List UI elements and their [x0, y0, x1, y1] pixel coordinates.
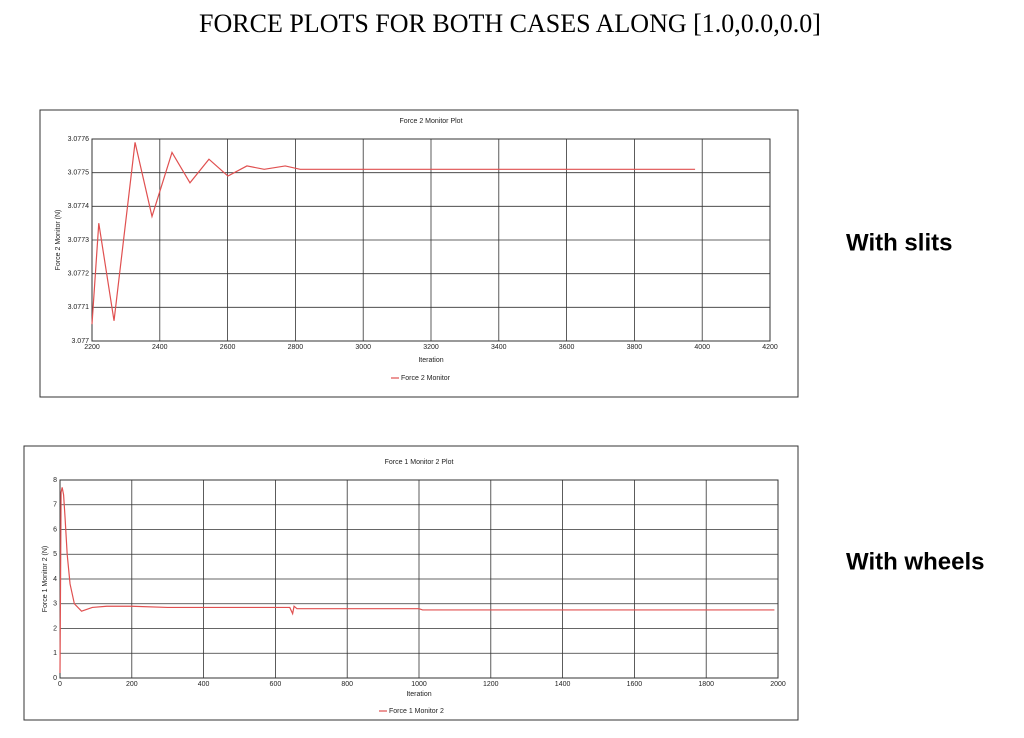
y-tick-label: 3.0771	[68, 304, 90, 311]
chart-frame	[23, 445, 799, 721]
y-tick-label: 8	[53, 477, 57, 484]
y-tick-label: 2	[53, 625, 57, 632]
plot-frame	[91, 138, 771, 342]
y-tick-label: 1	[53, 650, 57, 657]
x-tick-label: 0	[58, 681, 62, 688]
x-tick-label: 2400	[152, 344, 168, 351]
chart-title: Force 2 Monitor Plot	[399, 118, 462, 125]
x-tick-label: 3000	[355, 344, 371, 351]
x-tick-label: 2000	[770, 681, 786, 688]
x-tick-label: 200	[126, 681, 138, 688]
y-tick-label: 3.0775	[68, 170, 90, 177]
x-axis-label: Iteration	[418, 357, 443, 364]
page-title: FORCE PLOTS FOR BOTH CASES ALONG [1.0,0.…	[199, 9, 821, 38]
chart-title: Force 1 Monitor 2 Plot	[385, 459, 454, 466]
x-tick-label: 4000	[694, 344, 710, 351]
x-tick-label: 2800	[288, 344, 304, 351]
y-tick-label: 3	[53, 601, 57, 608]
x-tick-label: 3600	[559, 344, 575, 351]
x-tick-label: 1400	[555, 681, 571, 688]
x-tick-label: 3800	[627, 344, 643, 351]
y-tick-label: 7	[53, 502, 57, 509]
chart-frame	[39, 109, 799, 398]
y-tick-label: 3.0773	[68, 237, 90, 244]
x-tick-label: 800	[341, 681, 353, 688]
x-tick-label: 400	[198, 681, 210, 688]
x-tick-label: 2200	[84, 344, 100, 351]
y-tick-label: 3.0772	[68, 271, 90, 278]
x-tick-label: 1000	[411, 681, 427, 688]
y-tick-label: 0	[53, 675, 57, 682]
x-tick-label: 1800	[698, 681, 714, 688]
x-tick-label: 3400	[491, 344, 507, 351]
y-tick-label: 4	[53, 576, 57, 583]
y-tick-label: 5	[53, 551, 57, 558]
x-axis-label: Iteration	[406, 691, 431, 698]
caption: With slits	[846, 229, 952, 256]
y-tick-label: 3.0776	[68, 136, 90, 143]
y-axis-label: Force 1 Monitor 2 (N)	[42, 546, 49, 613]
y-tick-label: 3.077	[71, 338, 89, 345]
x-tick-label: 2600	[220, 344, 236, 351]
x-tick-label: 1600	[627, 681, 643, 688]
caption: With wheels	[846, 548, 984, 575]
y-tick-label: 6	[53, 526, 57, 533]
x-tick-label: 4200	[762, 344, 778, 351]
x-tick-label: 600	[270, 681, 282, 688]
x-tick-label: 1200	[483, 681, 499, 688]
legend-label: Force 1 Monitor 2	[389, 708, 444, 715]
legend-label: Force 2 Monitor	[401, 375, 451, 382]
y-axis-label: Force 2 Monitor (N)	[55, 210, 62, 271]
y-tick-label: 3.0774	[68, 203, 90, 210]
data-line	[59, 487, 775, 674]
x-tick-label: 3200	[423, 344, 439, 351]
data-line	[91, 142, 696, 325]
